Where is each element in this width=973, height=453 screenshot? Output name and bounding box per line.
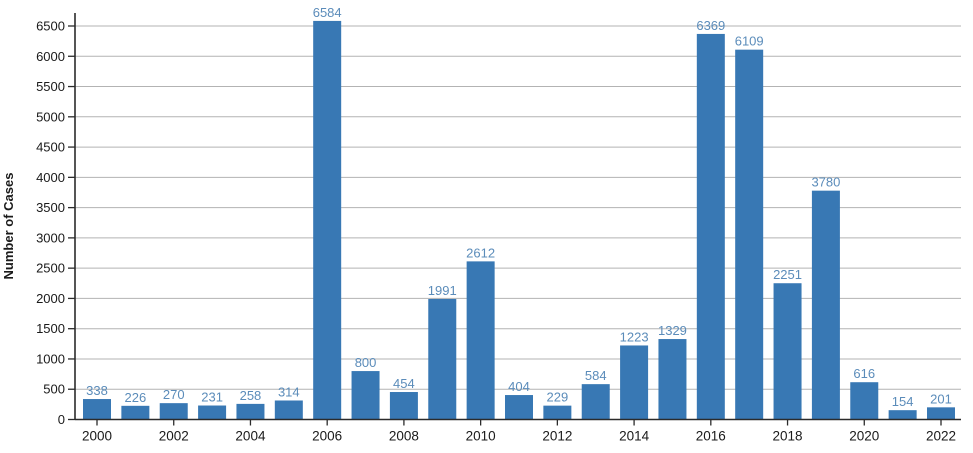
bar <box>236 403 265 420</box>
y-tick-label: 5500 <box>36 79 65 94</box>
x-tick-label: 2022 <box>926 429 956 444</box>
bar-value-label: 6109 <box>735 34 764 49</box>
bar <box>505 395 533 420</box>
y-tick-label: 1500 <box>36 321 65 336</box>
bar <box>811 190 840 420</box>
bar <box>620 345 649 420</box>
bar <box>198 405 227 420</box>
bar <box>927 407 955 420</box>
bar <box>428 298 457 420</box>
y-tick-label: 2000 <box>36 291 65 306</box>
bar <box>543 405 572 420</box>
x-tick-label: 2008 <box>389 429 419 444</box>
bar-value-label: 2612 <box>466 245 495 260</box>
y-tick-label: 3000 <box>36 230 65 245</box>
bar <box>850 382 879 420</box>
bar-value-label: 201 <box>930 391 952 406</box>
bar <box>658 339 687 420</box>
bar <box>313 20 342 420</box>
x-tick-label: 2012 <box>542 429 572 444</box>
bar <box>696 33 725 420</box>
bar-value-label: 454 <box>393 376 415 391</box>
bar-value-label: 1329 <box>658 323 687 338</box>
bar-value-label: 3780 <box>811 175 840 190</box>
y-tick-label: 2500 <box>36 261 65 276</box>
x-tick-label: 2018 <box>773 429 803 444</box>
x-tick-label: 2014 <box>619 429 650 444</box>
bar <box>735 49 764 420</box>
y-tick-label: 6000 <box>36 49 65 64</box>
bar <box>581 384 610 420</box>
bar-value-label: 154 <box>892 394 914 409</box>
bar <box>351 371 380 420</box>
bar <box>121 405 150 420</box>
x-tick-label: 2010 <box>466 429 496 444</box>
y-tick-label: 4500 <box>36 140 65 155</box>
y-tick-label: 0 <box>58 412 65 427</box>
gridlines <box>75 25 961 390</box>
bar-value-label: 231 <box>201 390 223 405</box>
bar <box>159 403 188 420</box>
bar-value-label: 616 <box>853 366 875 381</box>
bars <box>83 20 955 420</box>
x-tick-label: 2006 <box>312 429 342 444</box>
axes <box>68 13 961 426</box>
y-axis-title: Number of Cases <box>1 173 16 280</box>
x-tick-label: 2020 <box>849 429 879 444</box>
bar <box>888 410 917 420</box>
y-tick-label: 3500 <box>36 200 65 215</box>
bar-value-label: 338 <box>86 383 108 398</box>
bar-value-label: 2251 <box>773 267 802 282</box>
y-tick-label: 5000 <box>36 109 65 124</box>
bar-value-label: 229 <box>547 390 569 405</box>
bar-value-label: 226 <box>125 390 147 405</box>
y-tick-label: 4000 <box>36 170 65 185</box>
bar-value-label: 6584 <box>313 5 342 20</box>
bar-value-label: 314 <box>278 384 300 399</box>
y-tick-label: 1000 <box>36 351 65 366</box>
x-tick-label: 2004 <box>235 429 266 444</box>
bar-value-label: 584 <box>585 368 607 383</box>
bar <box>274 400 303 420</box>
y-tick-label: 500 <box>43 382 65 397</box>
bar-value-label: 800 <box>355 355 377 370</box>
bar-value-label: 258 <box>240 388 262 403</box>
bar <box>773 283 802 420</box>
bar <box>389 392 418 420</box>
bar-value-label: 1223 <box>620 329 649 344</box>
bar-value-label: 6369 <box>696 18 725 33</box>
bar <box>83 399 111 420</box>
y-tick-label: 6500 <box>36 19 65 34</box>
bar-value-label: 270 <box>163 387 185 402</box>
x-tick-label: 2016 <box>696 429 726 444</box>
x-tick-label: 2000 <box>82 429 112 444</box>
bar-value-label: 1991 <box>428 283 457 298</box>
bar-value-label: 404 <box>508 379 530 394</box>
x-tick-label: 2002 <box>159 429 189 444</box>
labels: 338 226 270 231 258 314 6584 800 454 1991 2612 404 2… <box>36 5 956 444</box>
bar <box>466 261 495 420</box>
